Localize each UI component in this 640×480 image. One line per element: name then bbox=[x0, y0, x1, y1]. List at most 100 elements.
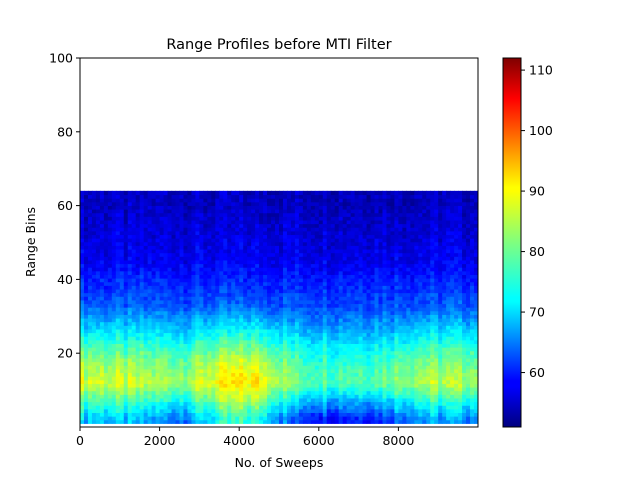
heatmap-cell bbox=[211, 198, 216, 203]
heatmap-cell bbox=[310, 328, 316, 334]
heatmap-cell bbox=[123, 201, 129, 206]
heatmap-cell bbox=[263, 198, 268, 203]
heatmap-cell bbox=[103, 376, 109, 381]
heatmap-cell bbox=[151, 405, 157, 410]
heatmap-cell bbox=[187, 227, 193, 232]
heatmap-cell bbox=[167, 241, 173, 246]
heatmap-cell bbox=[111, 412, 117, 417]
heatmap-cell bbox=[235, 198, 240, 203]
heatmap-cell bbox=[235, 310, 240, 315]
heatmap-cell bbox=[302, 376, 308, 381]
heatmap-cell bbox=[310, 336, 316, 341]
heatmap-cell bbox=[235, 267, 240, 272]
heatmap-cell bbox=[195, 365, 200, 370]
heatmap-cell bbox=[259, 259, 264, 265]
heatmap-cell bbox=[267, 209, 272, 214]
heatmap-cell bbox=[127, 259, 133, 265]
heatmap-cell bbox=[171, 321, 177, 326]
heatmap-cell bbox=[195, 379, 200, 384]
heatmap-cell bbox=[286, 372, 292, 377]
heatmap-cell bbox=[302, 270, 308, 275]
heatmap-cell bbox=[135, 259, 141, 265]
heatmap-cell bbox=[374, 383, 380, 388]
heatmap-cell bbox=[207, 288, 212, 294]
heatmap-cell bbox=[83, 230, 89, 236]
heatmap-cell bbox=[350, 394, 356, 399]
heatmap-cell bbox=[247, 321, 252, 326]
heatmap-cell bbox=[358, 397, 364, 403]
heatmap-cell bbox=[386, 386, 392, 392]
heatmap-cell bbox=[235, 332, 240, 337]
heatmap-cell bbox=[151, 201, 157, 206]
heatmap-cell bbox=[290, 310, 296, 315]
heatmap-cell bbox=[231, 317, 236, 323]
heatmap-cell bbox=[95, 332, 101, 337]
heatmap-cell bbox=[267, 248, 272, 254]
heatmap-cell bbox=[322, 350, 328, 355]
heatmap-cell bbox=[330, 401, 336, 406]
heatmap-cell bbox=[378, 292, 384, 297]
heatmap-cell bbox=[286, 209, 292, 214]
heatmap-cell bbox=[227, 241, 232, 246]
heatmap-cell bbox=[179, 241, 185, 246]
heatmap-cell bbox=[87, 354, 93, 359]
heatmap-cell bbox=[259, 412, 264, 417]
heatmap-cell bbox=[179, 259, 185, 265]
heatmap-cell bbox=[294, 317, 300, 323]
heatmap-cell bbox=[223, 307, 228, 312]
heatmap-cell bbox=[314, 383, 320, 388]
heatmap-cell bbox=[338, 274, 344, 279]
heatmap-cell bbox=[107, 379, 113, 384]
heatmap-cell bbox=[175, 361, 181, 366]
heatmap-cell bbox=[215, 292, 220, 297]
heatmap-cell bbox=[151, 267, 157, 272]
heatmap-cell bbox=[255, 310, 260, 315]
heatmap-cell bbox=[147, 339, 153, 344]
heatmap-cell bbox=[215, 379, 220, 384]
heatmap-cell bbox=[318, 408, 324, 414]
heatmap-cell bbox=[123, 223, 129, 228]
heatmap-cell bbox=[107, 219, 113, 225]
heatmap-cell bbox=[318, 274, 324, 279]
heatmap-cell bbox=[80, 299, 85, 305]
heatmap-cell bbox=[155, 292, 161, 297]
heatmap-cell bbox=[171, 386, 177, 392]
heatmap-cell bbox=[155, 241, 161, 246]
heatmap-cell bbox=[247, 394, 252, 399]
heatmap-cell bbox=[80, 368, 85, 374]
heatmap-cell bbox=[195, 412, 200, 417]
heatmap-cell bbox=[374, 307, 380, 312]
heatmap-cell bbox=[279, 412, 284, 417]
heatmap-cell bbox=[191, 361, 197, 366]
heatmap-cell bbox=[374, 412, 380, 417]
heatmap-cell bbox=[147, 332, 153, 337]
heatmap-cell bbox=[231, 245, 236, 250]
heatmap-cell bbox=[231, 285, 236, 290]
heatmap-cell bbox=[362, 412, 368, 417]
heatmap-cell bbox=[207, 256, 212, 261]
heatmap-cell bbox=[119, 408, 125, 414]
heatmap-cell bbox=[382, 321, 388, 326]
heatmap-cell bbox=[275, 379, 280, 384]
heatmap-cell bbox=[330, 292, 336, 297]
heatmap-cell bbox=[279, 314, 284, 319]
heatmap-cell bbox=[259, 390, 264, 395]
heatmap-cell bbox=[171, 256, 177, 261]
heatmap-cell bbox=[80, 198, 85, 203]
heatmap-cell bbox=[306, 368, 312, 374]
heatmap-cell bbox=[358, 368, 364, 374]
heatmap-cell bbox=[370, 405, 376, 410]
heatmap-cell bbox=[362, 339, 368, 344]
heatmap-cell bbox=[235, 408, 240, 414]
heatmap-cell bbox=[127, 394, 133, 399]
heatmap-cell bbox=[322, 372, 328, 377]
heatmap-cell bbox=[362, 216, 368, 221]
heatmap-cell bbox=[167, 209, 173, 214]
heatmap-cell bbox=[167, 219, 173, 225]
heatmap-cell bbox=[326, 219, 332, 225]
heatmap-cell bbox=[203, 397, 208, 403]
heatmap-cell bbox=[111, 357, 117, 363]
heatmap-cell bbox=[382, 270, 388, 275]
heatmap-cell bbox=[103, 336, 109, 341]
heatmap-cell bbox=[119, 376, 125, 381]
